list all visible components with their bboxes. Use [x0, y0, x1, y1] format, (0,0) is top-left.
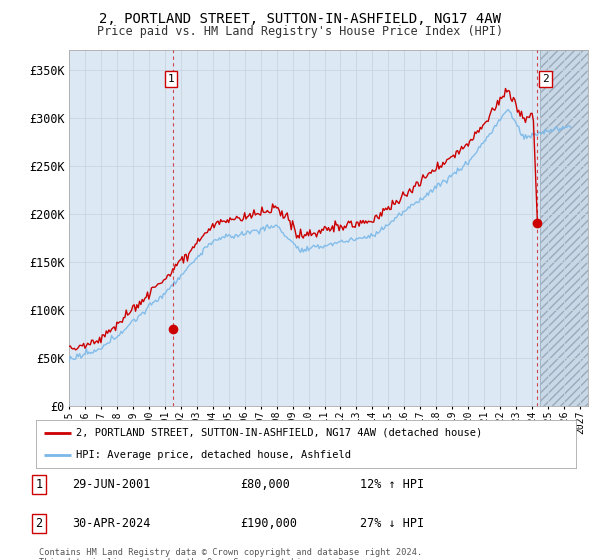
Text: 30-APR-2024: 30-APR-2024	[72, 517, 151, 530]
Text: 1: 1	[167, 74, 175, 84]
Bar	[540, 50, 588, 406]
Text: 2: 2	[35, 517, 43, 530]
Text: 29-JUN-2001: 29-JUN-2001	[72, 478, 151, 491]
Text: Price paid vs. HM Land Registry's House Price Index (HPI): Price paid vs. HM Land Registry's House …	[97, 25, 503, 38]
Bar	[540, 50, 588, 406]
Text: 27% ↓ HPI: 27% ↓ HPI	[360, 517, 424, 530]
Text: 1: 1	[35, 478, 43, 491]
Text: 2: 2	[542, 74, 549, 84]
Text: 2, PORTLAND STREET, SUTTON-IN-ASHFIELD, NG17 4AW: 2, PORTLAND STREET, SUTTON-IN-ASHFIELD, …	[99, 12, 501, 26]
Text: 12% ↑ HPI: 12% ↑ HPI	[360, 478, 424, 491]
Text: 2, PORTLAND STREET, SUTTON-IN-ASHFIELD, NG17 4AW (detached house): 2, PORTLAND STREET, SUTTON-IN-ASHFIELD, …	[77, 428, 483, 438]
Text: HPI: Average price, detached house, Ashfield: HPI: Average price, detached house, Ashf…	[77, 450, 352, 460]
Text: £190,000: £190,000	[240, 517, 297, 530]
Text: Contains HM Land Registry data © Crown copyright and database right 2024.
This d: Contains HM Land Registry data © Crown c…	[39, 548, 422, 560]
Text: £80,000: £80,000	[240, 478, 290, 491]
